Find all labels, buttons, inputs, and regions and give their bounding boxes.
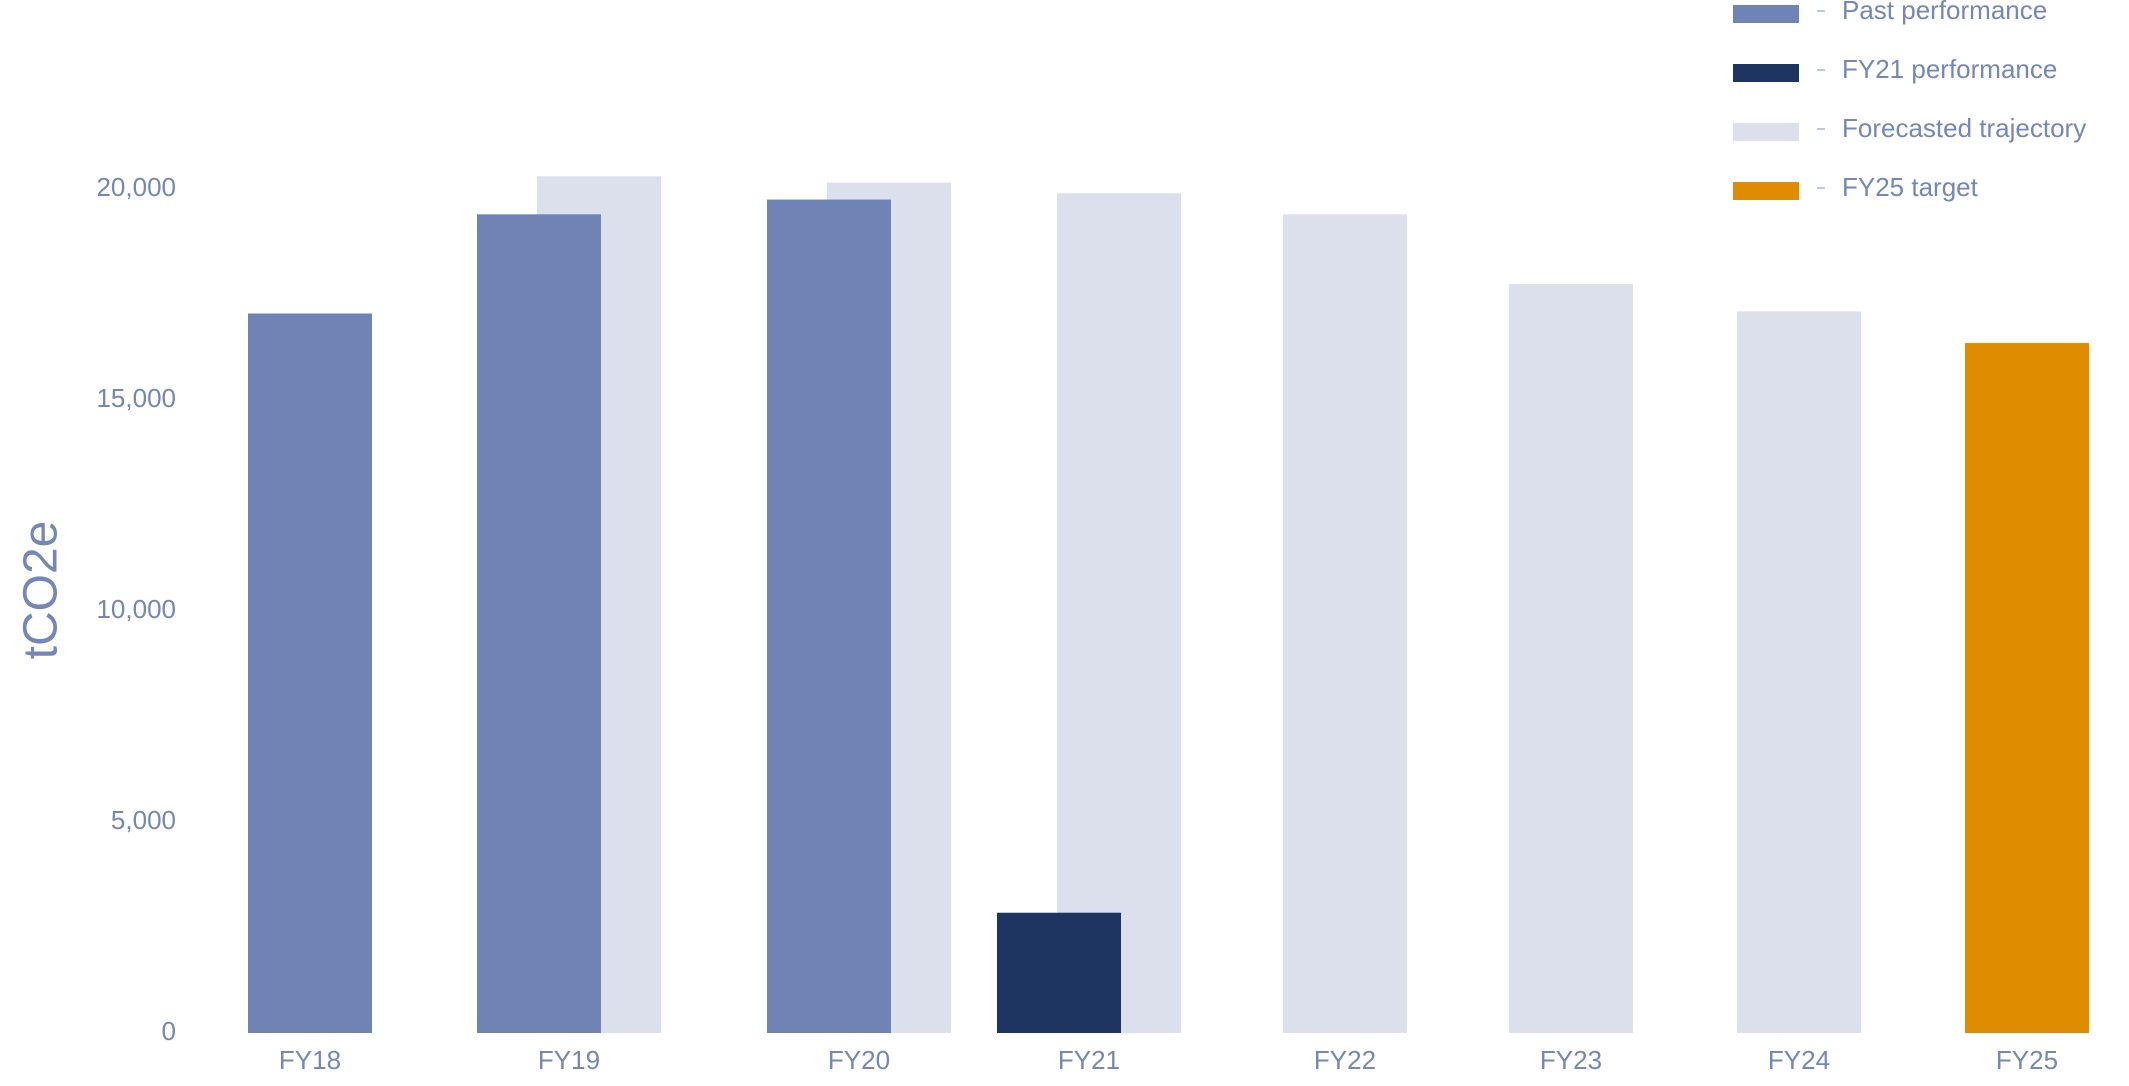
bar <box>1737 311 1861 1033</box>
y-tick-label: 5,000 <box>111 805 176 835</box>
x-tick-label: FY19 <box>538 1045 600 1075</box>
legend-swatch <box>1733 123 1799 141</box>
legend-label: Past performance <box>1842 0 2047 25</box>
y-tick-label: 10,000 <box>96 594 176 624</box>
bar <box>1057 193 1181 1034</box>
legend-swatch <box>1733 64 1799 82</box>
bar <box>1965 343 2089 1033</box>
x-tick-label: FY21 <box>1058 1045 1120 1075</box>
x-tick-label: FY22 <box>1314 1045 1376 1075</box>
y-tick-label: 15,000 <box>96 383 176 413</box>
x-tick-label: FY18 <box>279 1045 341 1075</box>
bar <box>477 214 601 1033</box>
x-tick-label: FY24 <box>1768 1045 1830 1075</box>
bar <box>1283 214 1407 1033</box>
legend-swatch <box>1733 182 1799 200</box>
legend-label: FY21 performance <box>1842 54 2057 84</box>
bar <box>767 199 891 1034</box>
bar <box>997 912 1121 1033</box>
x-tick-label: FY20 <box>828 1045 890 1075</box>
legend-label: Forecasted trajectory <box>1842 113 2086 143</box>
y-tick-label: 0 <box>162 1016 176 1046</box>
x-tick-label: FY23 <box>1540 1045 1602 1075</box>
bar <box>248 313 372 1033</box>
bar <box>1509 283 1633 1033</box>
x-tick-label: FY25 <box>1996 1045 2058 1075</box>
y-tick-label: 20,000 <box>96 172 176 202</box>
legend-label: FY25 target <box>1842 172 1979 202</box>
legend-swatch <box>1733 5 1799 23</box>
y-axis-label: tCO2e <box>15 521 68 660</box>
